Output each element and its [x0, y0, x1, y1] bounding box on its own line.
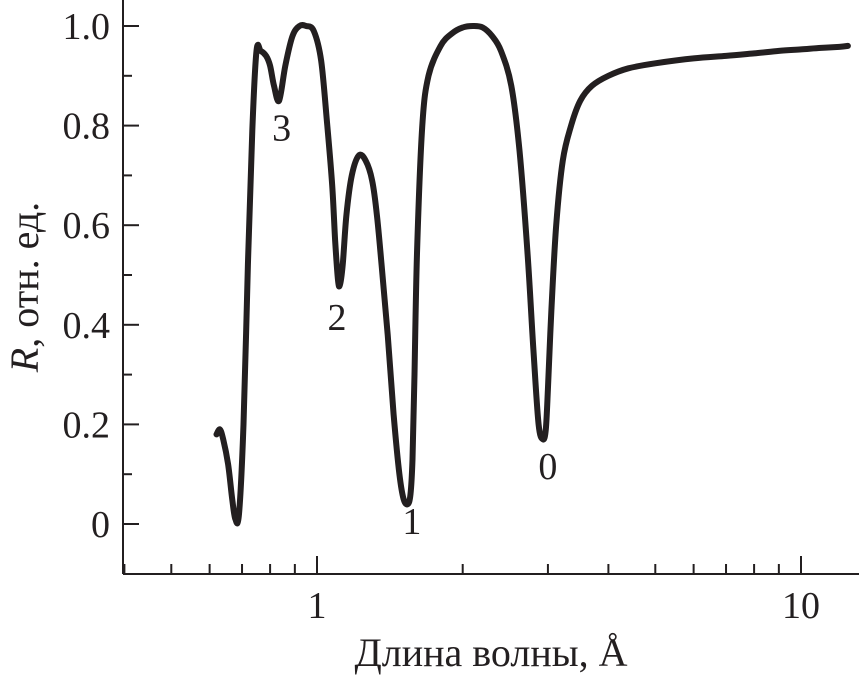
minimum-label-3: 3	[272, 108, 291, 150]
x-tick-label: 10	[782, 585, 820, 627]
minimum-label-0: 0	[538, 446, 557, 488]
x-tick-label: 1	[308, 585, 327, 627]
y-axis-title-unit: , отн. ед.	[2, 202, 47, 348]
y-axis-title: R, отн. ед.	[2, 202, 47, 373]
reflectance-curve	[213, 22, 851, 527]
y-tick-label: 0.2	[63, 404, 111, 446]
y-tick-label: 0.4	[63, 305, 111, 347]
y-tick-label: 0.8	[63, 106, 111, 148]
y-tick-label: 1.0	[63, 6, 111, 48]
y-tick-label: 0.6	[63, 205, 111, 247]
y-axis-title-symbol: R	[2, 348, 47, 373]
series	[213, 22, 851, 527]
x-axis-title: Длина волны, Å	[354, 630, 627, 675]
minimum-label-2: 2	[328, 297, 347, 339]
annotations: 3 2 1 0	[272, 108, 557, 543]
x-ticks: 1 10	[123, 556, 820, 627]
y-ticks: 0 0.2 0.4 0.6 0.8 1.0	[63, 6, 139, 546]
minimum-label-1: 1	[402, 501, 421, 543]
axes	[122, 0, 859, 575]
y-tick-label: 0	[91, 504, 110, 546]
